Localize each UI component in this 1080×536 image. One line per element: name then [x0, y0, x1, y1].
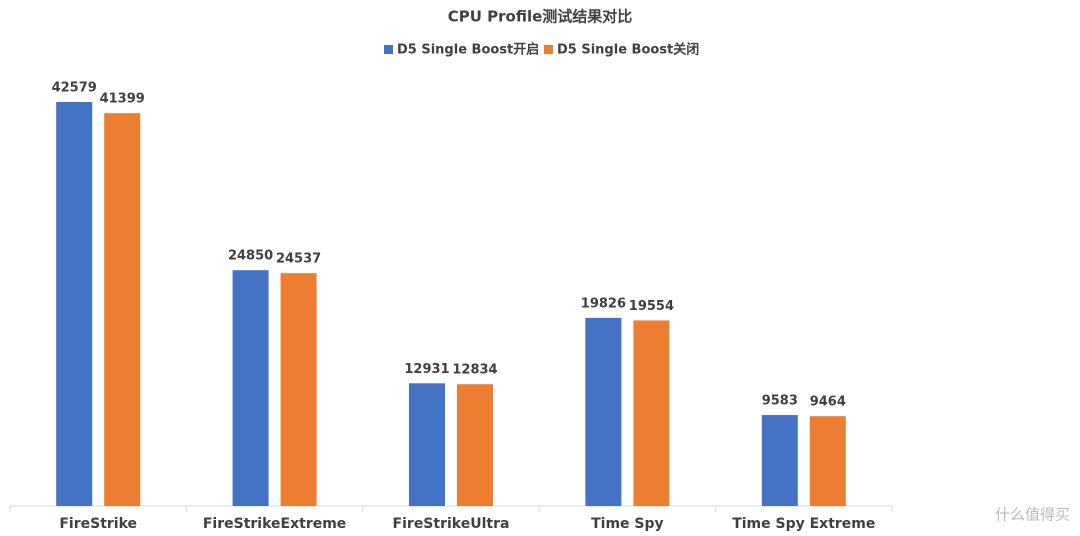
bar: [409, 383, 445, 506]
legend-label: D5 Single Boost关闭: [557, 42, 699, 58]
value-label: 12834: [452, 363, 497, 378]
bar: [232, 270, 269, 506]
value-label: 12931: [404, 362, 449, 377]
chart-title: CPU Profile测试结果对比: [448, 8, 633, 26]
x-tick-label: Time Spy Extreme: [732, 516, 875, 532]
bar: [56, 101, 93, 507]
legend-label: D5 Single Boost开启: [397, 42, 539, 58]
bar: [457, 384, 493, 506]
value-label: 19554: [629, 299, 674, 314]
bar: [761, 415, 798, 506]
value-label: 41399: [100, 92, 145, 107]
x-tick-label: FireStrike: [59, 516, 137, 532]
x-tick-label: FireStrikeUltra: [393, 516, 510, 532]
bar: [633, 320, 670, 506]
value-label: 9464: [810, 395, 846, 410]
value-label: 42579: [52, 80, 97, 95]
bar: [104, 113, 141, 506]
value-label: 24537: [276, 252, 321, 267]
watermark: 什么值得买: [995, 506, 1070, 524]
x-tick-label: Time Spy: [591, 516, 664, 532]
bar: [280, 273, 317, 506]
legend-swatch: [384, 45, 393, 54]
value-label: 24850: [228, 249, 273, 264]
legend-swatch: [544, 45, 553, 54]
bar: [809, 416, 846, 506]
x-tick-label: FireStrikeExtreme: [203, 516, 346, 532]
value-label: 9583: [762, 394, 798, 409]
bar: [585, 317, 622, 506]
value-label: 19826: [581, 296, 626, 311]
